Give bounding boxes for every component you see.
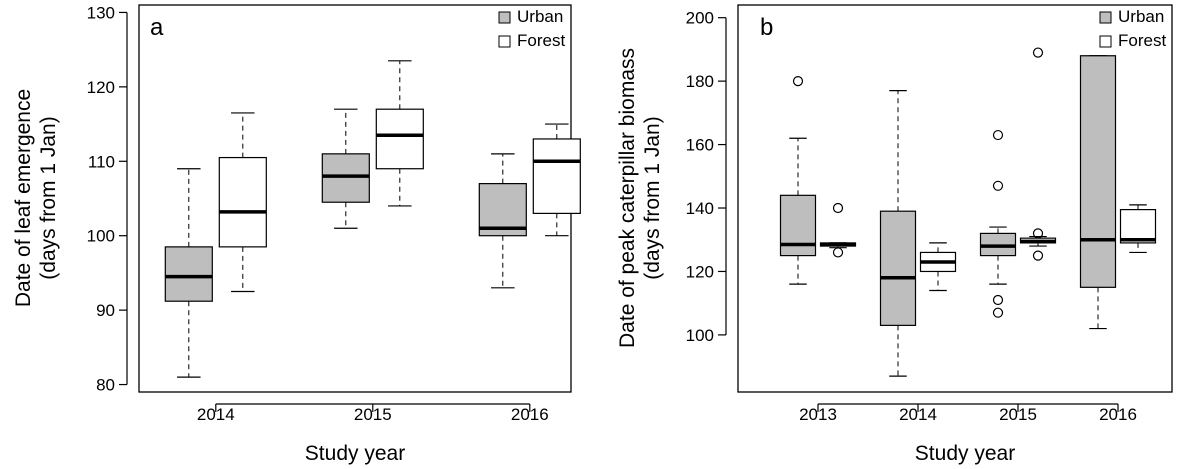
y-tick-label: 200	[686, 9, 714, 28]
x-axis: 2014 2015 2016	[197, 403, 549, 424]
x-tick-label: 2015	[354, 405, 392, 424]
y-tick-label: 130	[87, 3, 115, 22]
legend-swatch-forest	[498, 35, 511, 48]
y-tick-label: 120	[87, 78, 115, 97]
legend: Urban Forest	[1099, 7, 1166, 50]
y-axis-title-line2: (days from 1 Jan)	[37, 116, 60, 279]
box-urban-2013	[779, 76, 817, 285]
box-iqr	[218, 156, 267, 248]
box-marks	[779, 47, 1157, 377]
panel-label: a	[150, 14, 164, 41]
box-urban-2016	[478, 153, 527, 289]
outlier-point	[992, 180, 1004, 191]
x-axis-title: Study year	[915, 442, 1015, 465]
y-tick-label: 90	[96, 301, 115, 320]
y-tick-label: 120	[686, 262, 714, 281]
legend-label-urban: Urban	[1118, 7, 1164, 26]
box-iqr	[1119, 209, 1157, 244]
y-tick-label: 80	[96, 376, 115, 395]
box-forest-2015	[1019, 47, 1057, 261]
box-forest-2014	[218, 112, 267, 293]
legend-label-forest: Forest	[517, 31, 565, 50]
box-urban-2014	[879, 90, 917, 377]
y-tick-label: 100	[686, 326, 714, 345]
box-forest-2013	[819, 202, 857, 258]
legend-label-urban: Urban	[517, 7, 563, 26]
x-tick-label: 2016	[1099, 405, 1137, 424]
y-axis: 80 90 100 110 120 130	[87, 3, 128, 395]
x-tick-label: 2016	[511, 405, 549, 424]
box-iqr	[1079, 55, 1117, 288]
box-urban-2015	[321, 108, 370, 229]
legend-swatch-forest	[1099, 35, 1112, 48]
box-urban-2016	[1079, 55, 1117, 330]
x-tick-label: 2014	[899, 405, 937, 424]
legend-swatch-urban	[1099, 11, 1112, 24]
outlier-point	[1032, 228, 1044, 239]
x-axis: 2013 2014 2015 2016	[799, 403, 1137, 424]
box-forest-2016	[1119, 204, 1157, 254]
x-axis-title: Study year	[305, 442, 405, 465]
x-tick-label: 2014	[197, 405, 235, 424]
box-urban-2015	[979, 129, 1017, 318]
outlier-point	[832, 202, 844, 214]
outlier-point	[1032, 250, 1044, 261]
panel-b: 100 120 140 160 180 200 2013 2014 2015 2016 b St…	[616, 4, 1173, 465]
box-forest-2015	[375, 60, 424, 207]
y-axis-title-line2: (days from 1 Jan)	[641, 116, 664, 279]
box-forest-2016	[532, 123, 581, 237]
outlier-point	[992, 307, 1004, 318]
x-tick-label: 2013	[799, 405, 837, 424]
outlier-point	[992, 129, 1004, 141]
plot-frame	[737, 4, 1173, 393]
y-tick-label: 110	[88, 152, 115, 171]
y-axis: 100 120 140 160 180 200	[686, 9, 727, 345]
y-tick-label: 100	[87, 227, 115, 246]
box-iqr	[879, 210, 917, 326]
outlier-point	[1032, 47, 1044, 58]
panel-a: 80 90 100 110 120 130 2014 2015 2016 a Study ye…	[12, 3, 581, 465]
panel-label: b	[760, 14, 773, 41]
y-tick-label: 160	[686, 136, 714, 155]
box-iqr	[164, 246, 213, 302]
y-axis-title-line1: Date of leaf emergence	[12, 89, 35, 307]
legend-swatch-urban	[498, 11, 511, 24]
box-urban-2014	[164, 168, 213, 378]
legend-label-forest: Forest	[1118, 31, 1166, 50]
outlier-point	[792, 76, 804, 87]
y-axis-title-line1: Date of peak caterpillar biomass	[616, 48, 639, 348]
outlier-point	[992, 294, 1004, 306]
box-iqr	[779, 194, 817, 257]
y-tick-label: 140	[686, 199, 714, 218]
outlier-point	[832, 247, 844, 258]
box-iqr	[321, 153, 370, 203]
x-tick-label: 2015	[999, 405, 1037, 424]
box-marks	[164, 60, 581, 378]
box-iqr	[375, 108, 424, 170]
legend: Urban Forest	[498, 7, 565, 50]
box-iqr	[532, 138, 581, 214]
box-forest-2014	[919, 242, 957, 292]
y-tick-label: 180	[686, 72, 714, 91]
